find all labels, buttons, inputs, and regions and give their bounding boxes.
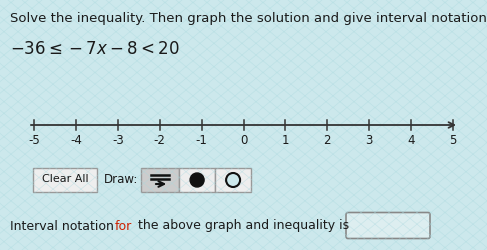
Circle shape bbox=[190, 173, 204, 187]
Text: 2: 2 bbox=[323, 134, 331, 147]
FancyBboxPatch shape bbox=[346, 212, 430, 238]
FancyBboxPatch shape bbox=[179, 168, 215, 192]
Text: Draw:: Draw: bbox=[104, 173, 138, 186]
Text: $-36 \leq -7x - 8 < 20$: $-36 \leq -7x - 8 < 20$ bbox=[10, 40, 180, 58]
FancyBboxPatch shape bbox=[141, 168, 179, 192]
Text: for: for bbox=[115, 220, 132, 232]
Text: Interval notation: Interval notation bbox=[10, 220, 118, 232]
Text: -3: -3 bbox=[112, 134, 124, 147]
Text: -5: -5 bbox=[28, 134, 40, 147]
FancyBboxPatch shape bbox=[33, 168, 97, 192]
Text: 5: 5 bbox=[449, 134, 457, 147]
Text: 0: 0 bbox=[240, 134, 247, 147]
Text: 1: 1 bbox=[281, 134, 289, 147]
Text: 3: 3 bbox=[365, 134, 373, 147]
Text: the above graph and inequality is: the above graph and inequality is bbox=[134, 220, 349, 232]
Text: Clear All: Clear All bbox=[42, 174, 89, 184]
Circle shape bbox=[226, 173, 240, 187]
Text: -4: -4 bbox=[70, 134, 82, 147]
Text: 4: 4 bbox=[407, 134, 415, 147]
Text: Solve the inequality. Then graph the solution and give interval notation: Solve the inequality. Then graph the sol… bbox=[10, 12, 487, 25]
Text: -2: -2 bbox=[154, 134, 166, 147]
Text: -1: -1 bbox=[196, 134, 207, 147]
FancyBboxPatch shape bbox=[215, 168, 251, 192]
